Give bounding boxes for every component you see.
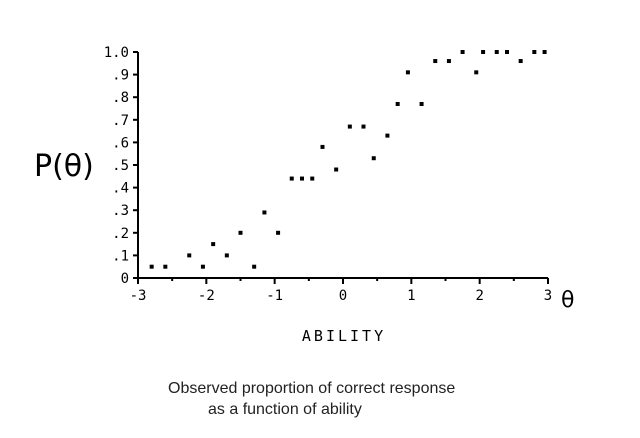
x-tick-label: 2 bbox=[475, 288, 483, 304]
data-point bbox=[532, 50, 537, 54]
x-tick-label: 3 bbox=[544, 288, 552, 304]
x-tick-label: -1 bbox=[266, 288, 283, 304]
data-point bbox=[224, 253, 229, 258]
y-tick-label: .9 bbox=[112, 68, 129, 84]
y-tick-label: .3 bbox=[112, 203, 129, 219]
data-point bbox=[310, 176, 315, 181]
data-point bbox=[238, 230, 243, 235]
figure-caption: Observed proportion of correct response … bbox=[168, 378, 455, 420]
data-point bbox=[395, 101, 400, 106]
y-tick-label: 0 bbox=[121, 271, 129, 287]
x-tick-label: 0 bbox=[339, 288, 347, 304]
data-point bbox=[494, 50, 499, 54]
data-point bbox=[505, 50, 509, 54]
x-tick-label: -2 bbox=[198, 288, 215, 304]
data-point bbox=[149, 264, 154, 269]
y-tick-label: 1.0 bbox=[104, 45, 129, 61]
y-tick-label: .2 bbox=[112, 226, 129, 242]
data-point bbox=[289, 176, 294, 181]
caption-line-2: as a function of ability bbox=[208, 401, 362, 418]
data-point bbox=[262, 210, 267, 215]
x-axis-title: ABILITY bbox=[302, 327, 386, 345]
data-point bbox=[300, 176, 304, 181]
x-tick-label: -3 bbox=[130, 288, 147, 304]
data-point bbox=[252, 264, 257, 269]
y-tick-label: .5 bbox=[112, 158, 129, 174]
data-point bbox=[460, 50, 465, 54]
data-point bbox=[276, 230, 281, 235]
data-point bbox=[200, 264, 205, 269]
y-tick-label: .8 bbox=[112, 90, 129, 106]
y-tick-label: .7 bbox=[112, 113, 129, 129]
data-points bbox=[149, 50, 547, 269]
x-tick-label: 1 bbox=[407, 288, 415, 304]
y-tick-label: .6 bbox=[112, 135, 129, 151]
data-point bbox=[371, 156, 376, 161]
data-point bbox=[433, 59, 438, 64]
y-axis-label: P(θ) bbox=[34, 149, 94, 184]
data-point bbox=[446, 59, 451, 64]
y-axis: 0 .1 .2 .3 .4 .5 .6 .7 .8 .9 1.0 bbox=[104, 45, 139, 287]
y-tick-label: .4 bbox=[112, 181, 129, 197]
data-point bbox=[347, 124, 352, 129]
caption-line-1: Observed proportion of correct response bbox=[168, 380, 456, 397]
x-axis: -3 -2 -1 0 1 2 3 bbox=[130, 277, 552, 304]
data-point bbox=[211, 242, 216, 247]
data-point bbox=[405, 70, 410, 75]
data-point bbox=[481, 50, 486, 54]
data-point bbox=[542, 50, 547, 54]
y-tick-label: .1 bbox=[112, 248, 129, 264]
data-point bbox=[187, 253, 192, 258]
data-point bbox=[385, 133, 390, 138]
data-point bbox=[518, 59, 523, 64]
data-point bbox=[419, 101, 424, 106]
data-point bbox=[320, 144, 325, 149]
data-point bbox=[361, 124, 366, 129]
data-point bbox=[334, 167, 339, 172]
x-axis-symbol: θ bbox=[561, 288, 574, 313]
data-point bbox=[163, 264, 168, 269]
data-point bbox=[474, 70, 479, 75]
